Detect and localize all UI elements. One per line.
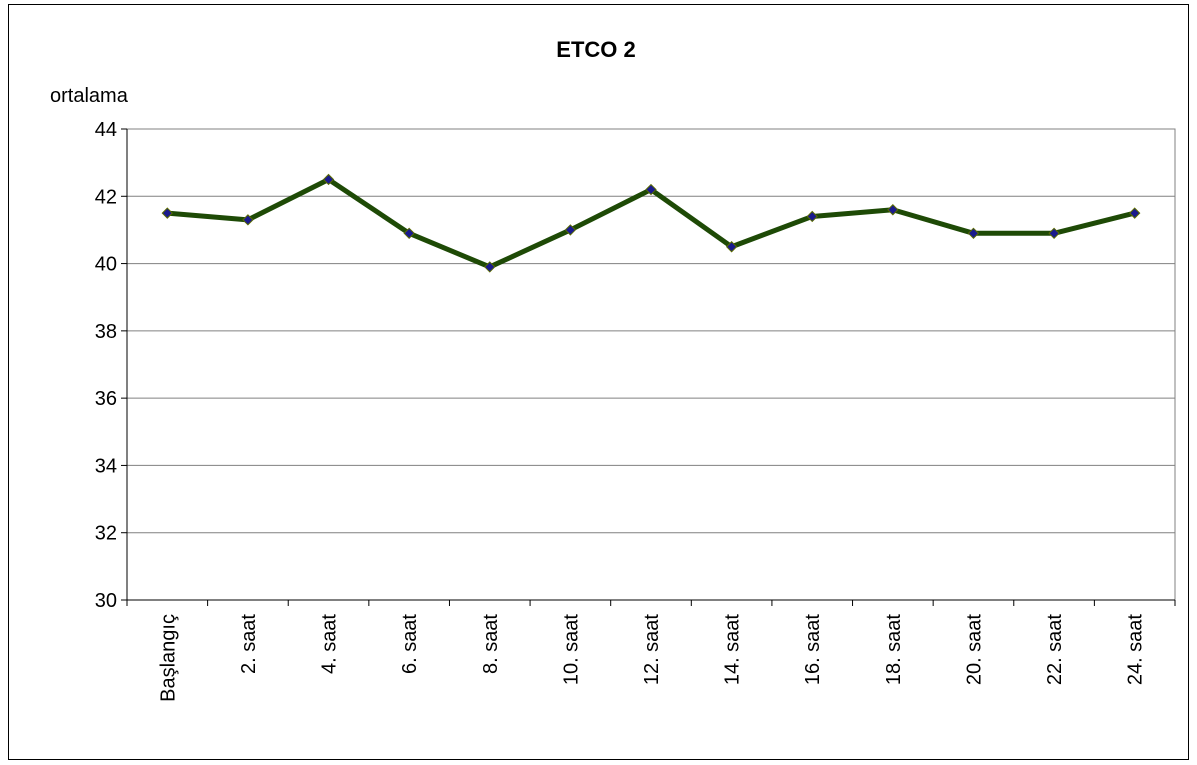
x-tick-label: 12. saat (641, 614, 663, 686)
y-tick-label: 38 (95, 321, 117, 343)
marker (1128, 207, 1141, 219)
marker (322, 173, 335, 186)
x-tick-label: 24. saat (1125, 614, 1147, 686)
marker (161, 207, 174, 219)
marker (403, 227, 415, 240)
y-tick-label: 44 (95, 119, 117, 141)
marker (806, 210, 818, 223)
y-tick-label: 30 (95, 590, 117, 612)
x-tick-label: 6. saat (399, 614, 421, 674)
x-tick-label: Başlangıç (157, 614, 179, 702)
marker (242, 214, 254, 226)
x-tick-label: 16. saat (802, 614, 824, 686)
y-axis-label: ortalama (50, 85, 129, 107)
marker (564, 224, 577, 236)
x-tick-label: 14. saat (722, 614, 744, 686)
y-tick-label: 36 (95, 388, 117, 410)
marker (484, 261, 496, 273)
x-tick-label: 18. saat (883, 614, 905, 686)
x-tick-label: 8. saat (480, 614, 502, 674)
y-tick-label: 34 (95, 455, 117, 477)
marker (725, 241, 738, 253)
marker (645, 183, 657, 196)
plot-area (126, 128, 1176, 601)
y-tick-label: 32 (95, 523, 117, 545)
x-tick-label: 22. saat (1044, 614, 1066, 686)
x-tick-label: 20. saat (963, 614, 985, 686)
x-tick-label: 10. saat (560, 614, 582, 686)
marker (967, 227, 980, 240)
x-tick-label: 2. saat (238, 614, 260, 674)
y-tick-label: 40 (95, 254, 117, 276)
marker (1048, 227, 1060, 240)
x-tick-label: 4. saat (319, 614, 341, 674)
chart-title: ETCO 2 (556, 37, 635, 62)
y-tick-label: 42 (95, 186, 117, 208)
marker (887, 204, 899, 216)
